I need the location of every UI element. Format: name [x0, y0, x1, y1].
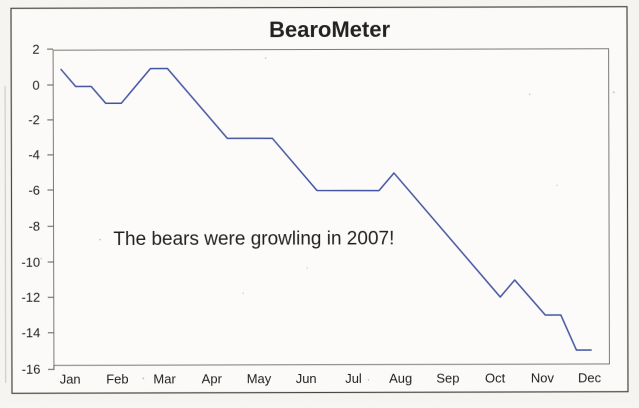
svg-text:-12: -12 — [21, 290, 40, 305]
svg-text:May: May — [247, 371, 272, 386]
svg-text:-16: -16 — [22, 362, 41, 377]
svg-text:-8: -8 — [28, 219, 40, 234]
svg-text:BearoMeter: BearoMeter — [269, 17, 391, 42]
svg-text:Oct: Oct — [485, 371, 506, 386]
svg-text:The bears were growling in 200: The bears were growling in 2007! — [113, 228, 394, 250]
svg-text:-4: -4 — [28, 147, 40, 162]
svg-text:2: 2 — [32, 42, 39, 57]
svg-text:Sep: Sep — [436, 371, 459, 386]
svg-text:Jul: Jul — [345, 371, 362, 386]
svg-text:Dec: Dec — [578, 370, 602, 385]
svg-text:-2: -2 — [28, 112, 40, 127]
svg-text:Mar: Mar — [153, 372, 176, 387]
svg-text:Aug: Aug — [389, 371, 412, 386]
svg-text:-6: -6 — [28, 183, 40, 198]
svg-text:Apr: Apr — [202, 371, 223, 386]
svg-text:-14: -14 — [22, 325, 41, 340]
svg-text:Feb: Feb — [106, 372, 128, 387]
svg-text:-10: -10 — [21, 255, 40, 270]
svg-text:Jan: Jan — [60, 372, 81, 387]
svg-text:0: 0 — [32, 78, 39, 93]
svg-text:Nov: Nov — [531, 371, 555, 386]
svg-text:Jun: Jun — [296, 371, 317, 386]
